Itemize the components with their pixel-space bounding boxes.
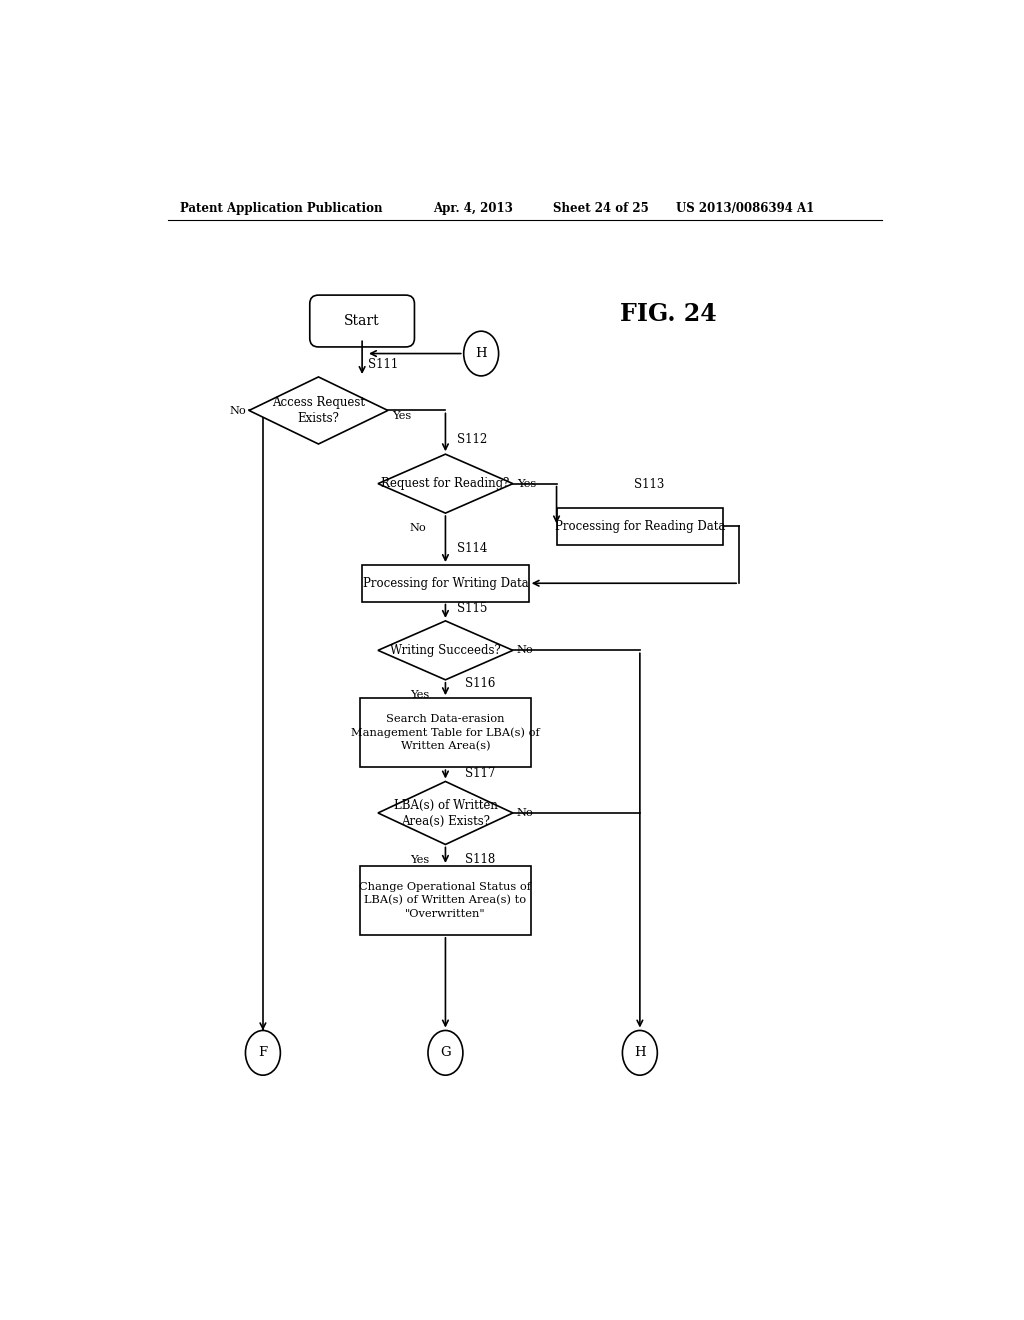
Ellipse shape: [623, 1031, 657, 1076]
Text: Processing for Writing Data: Processing for Writing Data: [362, 577, 528, 590]
Text: Sheet 24 of 25: Sheet 24 of 25: [553, 202, 648, 215]
Text: Apr. 4, 2013: Apr. 4, 2013: [433, 202, 513, 215]
Text: Processing for Reading Data: Processing for Reading Data: [555, 520, 725, 533]
Text: Search Data-erasion
Management Table for LBA(s) of
Written Area(s): Search Data-erasion Management Table for…: [351, 714, 540, 751]
Text: S116: S116: [465, 677, 496, 690]
Text: No: No: [517, 808, 534, 818]
Text: Access Request
Exists?: Access Request Exists?: [272, 396, 365, 425]
Text: F: F: [258, 1047, 267, 1060]
Text: No: No: [517, 645, 534, 656]
Text: Writing Succeeds?: Writing Succeeds?: [390, 644, 501, 657]
Polygon shape: [249, 378, 388, 444]
Text: Patent Application Publication: Patent Application Publication: [179, 202, 382, 215]
Polygon shape: [378, 620, 513, 680]
FancyBboxPatch shape: [310, 296, 415, 347]
Text: US 2013/0086394 A1: US 2013/0086394 A1: [676, 202, 814, 215]
Text: H: H: [634, 1047, 646, 1060]
Text: S118: S118: [465, 853, 496, 866]
Ellipse shape: [464, 331, 499, 376]
Text: No: No: [410, 524, 426, 533]
Polygon shape: [378, 781, 513, 845]
Bar: [360, 698, 530, 767]
Text: Start: Start: [344, 314, 380, 329]
Text: S114: S114: [458, 541, 487, 554]
Text: Yes: Yes: [392, 411, 411, 421]
Text: Yes: Yes: [410, 855, 429, 865]
Text: G: G: [440, 1047, 451, 1060]
Ellipse shape: [428, 1031, 463, 1076]
Text: Change Operational Status of
LBA(s) of Written Area(s) to
"Overwritten": Change Operational Status of LBA(s) of W…: [359, 882, 531, 919]
Text: S113: S113: [634, 478, 665, 491]
Text: S111: S111: [368, 358, 398, 371]
Polygon shape: [378, 454, 513, 513]
Text: Yes: Yes: [410, 690, 429, 700]
Text: No: No: [229, 405, 246, 416]
Text: S112: S112: [458, 433, 487, 446]
Text: Yes: Yes: [517, 479, 537, 488]
Bar: [362, 565, 528, 602]
Bar: [557, 508, 723, 545]
Text: S115: S115: [458, 602, 487, 615]
Text: H: H: [475, 347, 487, 360]
Text: FIG. 24: FIG. 24: [620, 302, 717, 326]
Ellipse shape: [246, 1031, 281, 1076]
Bar: [360, 866, 530, 935]
Text: Request for Reading?: Request for Reading?: [381, 477, 510, 490]
Text: LBA(s) of Written
Area(s) Exists?: LBA(s) of Written Area(s) Exists?: [393, 799, 498, 828]
Text: S117: S117: [465, 767, 496, 780]
